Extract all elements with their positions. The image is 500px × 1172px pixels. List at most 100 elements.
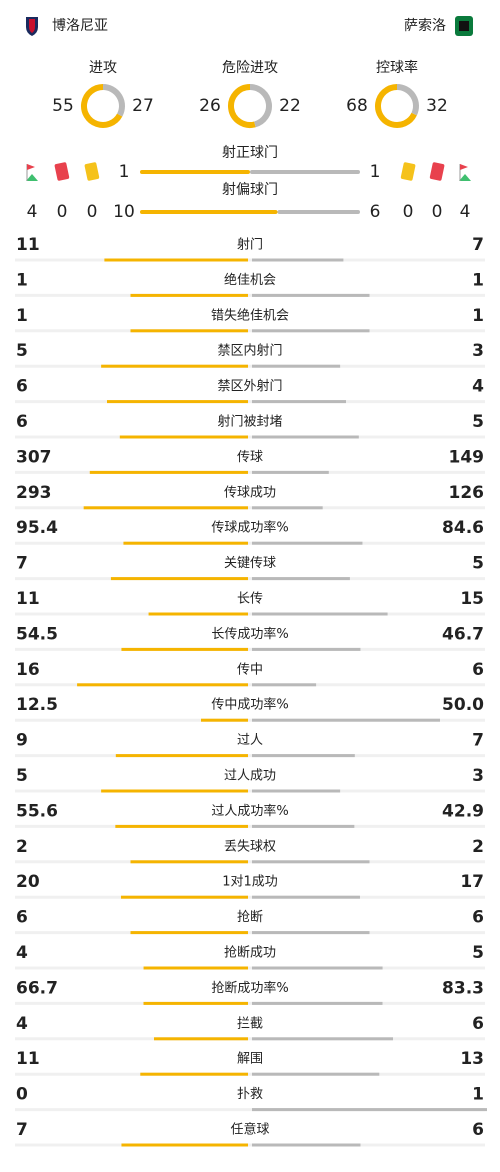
stat-label: 禁区外射门 [217,378,282,394]
away-value: 5 [472,943,484,963]
away-icons [400,162,471,181]
away-value: 84.6 [442,518,484,538]
away-value: 7 [472,235,484,255]
home-value: 1 [16,306,28,326]
donut-label: 进攻 [89,60,117,76]
home-team: 博洛尼亚 [52,17,108,34]
bar-home [154,1037,248,1041]
bar-away [252,647,361,651]
away-value: 1 [370,162,381,182]
bar-away [252,683,317,687]
stat-label: 长传成功率% [211,626,288,642]
stat-label: 传球 [237,450,263,465]
bar-home [201,718,248,722]
bar-away [252,1143,361,1147]
home-value: 68 [346,96,368,116]
discipline-value: 0 [57,202,68,222]
away-value: 27 [132,96,154,116]
stat-label: 传中成功率% [211,697,288,713]
home-value: 4 [16,1014,28,1034]
away-value: 6 [370,202,381,222]
away-value: 6 [472,1120,484,1140]
home-value: 10 [113,202,135,222]
donut-away [102,84,125,117]
bar-away [252,400,346,404]
away-value: 22 [279,96,301,116]
home-value: 55 [52,96,74,116]
home-value: 6 [16,377,28,397]
stat-label: 传中 [237,662,263,677]
stat-label: 射门被封堵 [217,414,282,430]
bar-home [115,754,248,758]
donut-home [375,84,417,128]
bar-away [252,329,370,333]
away-value: 149 [449,447,485,467]
bar-away [252,1108,487,1112]
stat-label: 关键传球 [224,556,276,571]
bar-home [121,647,248,651]
stat-label: 抢断成功 [224,945,276,961]
bar-home [140,210,278,214]
away-value: 42.9 [442,801,484,821]
home-value: 9 [16,731,28,751]
bar-home [77,683,248,687]
stat-label: 禁区内射门 [217,343,282,359]
bar-home [104,258,248,262]
bar-away [252,470,329,474]
stat-label: 错失绝佳机会 [211,307,289,323]
home-value: 6 [16,412,28,432]
shot-label: 射偏球门 [222,182,278,198]
away-value: 15 [460,589,484,609]
away-value: 1 [472,270,484,290]
bar-home [143,1001,248,1005]
bar-away [252,754,355,758]
home-value: 55.6 [16,801,58,821]
stat-label: 抢断成功率% [211,980,288,996]
discipline-value: 0 [432,202,443,222]
stat-label: 解围 [237,1052,263,1067]
home-value: 1 [119,162,130,182]
away-value: 6 [472,1014,484,1034]
bar-home [143,966,248,970]
home-value: 11 [16,235,40,255]
away-value: 3 [472,341,484,361]
stat-label: 扑救 [237,1086,263,1102]
away-value: 4 [472,377,484,397]
stat-label: 绝佳机会 [224,272,276,288]
stat-label: 过人成功 [224,769,276,784]
home-logo [26,17,38,36]
donut-label: 控球率 [376,59,418,76]
home-value: 1 [16,270,28,290]
donut-away [396,84,419,116]
bar-home [120,895,248,899]
stat-label: 抢断 [237,909,263,925]
discipline-value: 0 [403,202,414,222]
bar-home [148,612,248,616]
away-value: 5 [472,412,484,432]
discipline-value: 0 [87,202,98,222]
home-icons [26,162,100,181]
stat-label: 传球成功 [224,485,276,500]
donut-label: 危险进攻 [222,60,278,76]
stat-label: 任意球 [230,1122,269,1138]
home-value: 5 [16,766,28,786]
bar-home [119,435,249,439]
home-value: 54.5 [16,624,58,644]
away-value: 1 [472,1085,484,1105]
stat-label: 过人 [237,733,263,748]
bar-away [252,1072,380,1076]
home-value: 12.5 [16,695,58,715]
away-value: 17 [460,872,484,892]
away-value: 5 [472,554,484,574]
bar-home [115,824,248,828]
bar-away [252,1037,393,1041]
discipline-value: 4 [460,202,471,222]
away-team: 萨索洛 [404,17,446,34]
bar-home [121,1143,248,1147]
bar-home [83,506,248,510]
bar-home [110,577,249,581]
bar-away [252,931,370,935]
home-value: 6 [16,908,28,928]
shot-label: 射正球门 [222,145,278,161]
